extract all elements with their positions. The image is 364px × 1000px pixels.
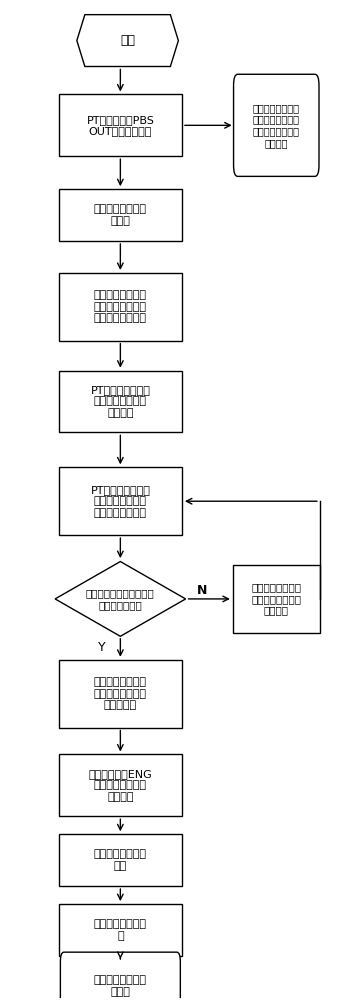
Text: 准备好通用料架，
并在料架卡槽中插
入主格的顺序编号: 准备好通用料架， 并在料架卡槽中插 入主格的顺序编号	[94, 290, 147, 323]
Text: 撕发动机小标签，
将其统一地点存放
后集中出货: 撕发动机小标签， 将其统一地点存放 后集中出货	[94, 677, 147, 710]
Bar	[59, 904, 182, 956]
Text: PT集配人员按照打
印机实时打印的顺
序清单后装发动机: PT集配人员按照打 印机实时打印的顺 序清单后装发动机	[90, 485, 150, 518]
Text: N: N	[197, 584, 207, 597]
Bar	[59, 371, 182, 432]
Bar	[59, 273, 182, 341]
Text: PT端接受涂装PBS
OUT车辆顺序信息: PT端接受涂装PBS OUT车辆顺序信息	[86, 115, 154, 136]
Text: PT集配人员检查发
动机易损零件，并
做好色标: PT集配人员检查发 动机易损零件，并 做好色标	[90, 385, 150, 418]
FancyBboxPatch shape	[60, 952, 180, 1000]
Text: 防呆系统显示屏中
显示未打标签进行
防呆的发动机顺序
机型信息: 防呆系统显示屏中 显示未打标签进行 防呆的发动机顺序 机型信息	[253, 103, 300, 148]
Text: 准备: 准备	[120, 34, 135, 47]
FancyBboxPatch shape	[234, 74, 319, 176]
Text: 叉车将其叉运至卡
车上: 叉车将其叉运至卡 车上	[94, 849, 147, 871]
Text: 无线扫描枪扫描标签与防
呆系统是否一致: 无线扫描枪扫描标签与防 呆系统是否一致	[86, 588, 155, 610]
Text: 打印机实时打印顺
序清单: 打印机实时打印顺 序清单	[94, 204, 147, 226]
Bar	[59, 754, 182, 816]
Bar	[59, 94, 182, 156]
Bar	[59, 834, 182, 886]
Polygon shape	[77, 15, 178, 66]
Bar	[233, 565, 320, 633]
Text: 打锁扣，确认ENG
按照顺序后装后的
荷姿状态: 打锁扣，确认ENG 按照顺序后装后的 荷姿状态	[88, 769, 152, 802]
Bar	[59, 467, 182, 535]
Bar	[59, 189, 182, 241]
Text: Y: Y	[98, 641, 106, 654]
Polygon shape	[55, 562, 186, 636]
Text: 单次发动机集配排
序结束: 单次发动机集配排 序结束	[94, 975, 147, 997]
Bar	[59, 660, 182, 728]
Text: 卡车运输至整车工
厂: 卡车运输至整车工 厂	[94, 919, 147, 941]
Text: 与防呆系统显示屏
显示不匹配，防呆
系统报警: 与防呆系统显示屏 显示不匹配，防呆 系统报警	[251, 582, 301, 616]
